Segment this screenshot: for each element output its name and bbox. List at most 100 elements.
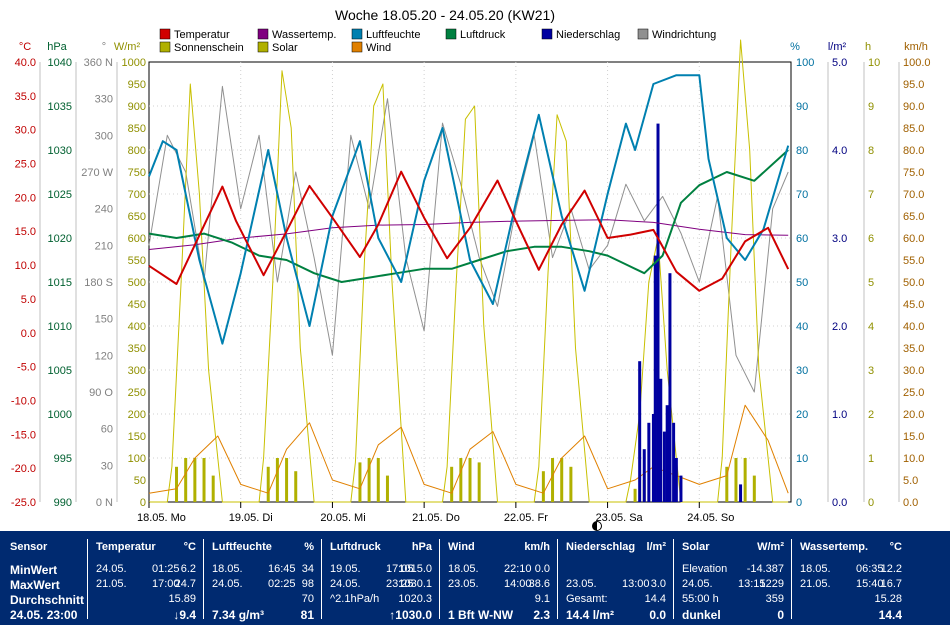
sunshine-series-bar — [385, 475, 389, 502]
sunshine-series-bar — [743, 458, 747, 502]
axis-tick-label: 250 — [128, 387, 146, 399]
axis-tick-label: 650 — [128, 211, 146, 223]
axis-tick-label: 100.0 — [903, 57, 931, 69]
axis-tick-label: 1010 — [48, 321, 72, 333]
panel-cell: 24.05. — [96, 563, 127, 575]
panel-column-title: Luftfeuchte — [212, 541, 272, 553]
panel-cell: 22:10 — [504, 563, 532, 575]
panel-column-unit: °C — [183, 541, 196, 553]
panel-cell: 18.05. — [212, 563, 243, 575]
axis-unit: °C — [19, 41, 31, 53]
sunshine-series-bar — [211, 475, 215, 502]
panel-column-sensor: Sensor MinWert MaxWert Durchschnitt 24.05. 2… — [4, 537, 86, 623]
sunshine-series-bar — [734, 458, 738, 502]
sunshine-series-bar — [725, 466, 729, 502]
axis-tick-label: 1020 — [48, 233, 72, 245]
panel-separator — [321, 539, 322, 619]
axis-tick-label: 1025 — [48, 189, 72, 201]
axis-tick-label: 120 — [95, 350, 113, 362]
panel-cell: 17:00 — [152, 578, 180, 590]
panel-cell: 70 — [301, 593, 314, 605]
panel-cell: 98 — [301, 578, 314, 590]
axis-tick-label: 6 — [868, 233, 874, 245]
panel-cell: 16:45 — [268, 563, 296, 575]
legend-label: Temperatur — [174, 29, 230, 41]
axis-tick-label: 90 O — [89, 387, 113, 399]
x-tick-label: 23.05. Sa — [596, 512, 644, 524]
sunshine-series-bar — [376, 458, 380, 502]
panel-cell: 13:15 — [738, 578, 766, 590]
axis-tick-label: 350 — [128, 343, 146, 355]
axis-tick-label: 25.0 — [15, 159, 36, 171]
axis-tick-label: -20.0 — [11, 463, 36, 475]
panel-cell: 0 — [777, 608, 784, 622]
panel-separator — [791, 539, 792, 619]
panel-cell: 02:25 — [268, 578, 296, 590]
temperature-series — [148, 170, 790, 292]
sunshine-series-bar — [633, 488, 637, 502]
panel-cell: 18.05. — [800, 563, 831, 575]
axis-tick-label: 8 — [868, 145, 874, 157]
panel-cell: 16.7 — [880, 578, 902, 590]
humidity-series — [148, 74, 790, 345]
legend-swatch — [351, 28, 363, 40]
panel-cell: MaxWert — [10, 578, 60, 592]
axis-tick-label: 10.0 — [903, 453, 924, 465]
panel-column-title: Temperatur — [96, 541, 156, 553]
legend-swatch — [445, 28, 457, 40]
axis-tick-label: 30.0 — [903, 365, 924, 377]
axis-unit: % — [790, 41, 800, 53]
axis-tick-label: 500 — [128, 277, 146, 289]
axis-tick-label: 995 — [54, 453, 72, 465]
axis-tick-label: 2 — [868, 409, 874, 421]
axis-tick-label: 1.0 — [832, 409, 847, 421]
axis-tick-label: 600 — [128, 233, 146, 245]
panel-separator — [203, 539, 204, 619]
axis-tick-label: 1 — [868, 453, 874, 465]
x-tick-label: 22.05. Fr — [504, 512, 548, 524]
panel-column-unit: W/m² — [757, 541, 784, 553]
pressure-series — [148, 149, 789, 283]
sunshine-series-bar — [266, 466, 270, 502]
axis-tick-label: 3 — [868, 365, 874, 377]
panel-cell: 15.89 — [168, 593, 196, 605]
panel-cell: 9.1 — [534, 593, 550, 605]
panel-separator — [439, 539, 440, 619]
panel-cell: Elevation — [682, 563, 728, 575]
axis-tick-label: 30 — [796, 365, 808, 377]
axis-tick-label: 40 — [796, 321, 808, 333]
axis-tick-label: 100 — [128, 453, 146, 465]
axis-tick-label: 20.0 — [15, 192, 36, 204]
legend-label: Luftdruck — [460, 29, 506, 41]
sunshine-series-bar — [367, 458, 371, 502]
axis-tick-label: 0.0 — [903, 497, 918, 509]
panel-column-title: Wind — [448, 541, 475, 553]
panel-cell: 2.3 — [533, 608, 550, 622]
axis-tick-label: 75.0 — [903, 167, 924, 179]
statistics-panel: Sensor MinWert MaxWert Durchschnitt 24.05. 2… — [0, 531, 950, 625]
axis-tick-label: 5 — [868, 277, 874, 289]
panel-cell: ^2.1hPa/h — [330, 593, 380, 605]
axis-unit: W/m² — [114, 41, 141, 53]
axis-tick-label: 50 — [796, 277, 808, 289]
axis-tick-label: 150 — [95, 314, 113, 326]
panel-cell: 14:00 — [504, 578, 532, 590]
axis-tick-label: 1015 — [48, 277, 72, 289]
water-temp-series — [148, 219, 789, 250]
sunshine-series-bar — [358, 462, 362, 502]
panel-column-unit: °C — [889, 541, 902, 553]
axis-unit: hPa — [47, 41, 67, 53]
axis-tick-label: 150 — [128, 431, 146, 443]
axis-tick-label: 60.0 — [903, 233, 924, 245]
precipitation-series-bar — [659, 378, 663, 502]
axis-tick-label: -15.0 — [11, 429, 36, 441]
panel-column-unit: km/h — [524, 541, 550, 553]
sunshine-series-bar — [175, 466, 179, 502]
sunshine-series-bar — [541, 471, 545, 502]
chart-title: Woche 18.05.20 - 24.05.20 (KW21) — [335, 7, 555, 23]
panel-column-rain: Niederschlag l/m² 23.05. 13:00 3.0 Gesamt: 14.… — [560, 537, 672, 623]
moon-phase-icon — [592, 521, 602, 531]
legend-label: Niederschlag — [556, 29, 620, 41]
sunshine-series-bar — [285, 458, 289, 502]
